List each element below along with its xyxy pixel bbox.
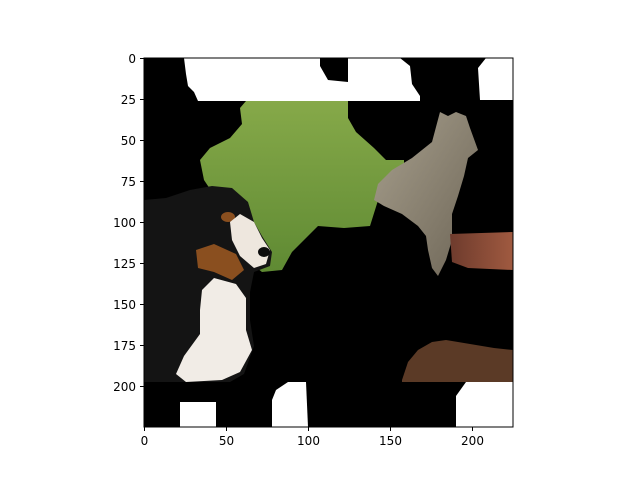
y-tick-label: 25 xyxy=(121,93,136,107)
y-tick-label: 175 xyxy=(113,339,136,353)
white-gap-bottom-1 xyxy=(180,402,216,427)
y-tick-label: 125 xyxy=(113,257,136,271)
x-tick-label: 100 xyxy=(297,434,320,448)
white-gap-bottom-2 xyxy=(272,382,308,427)
white-gap-top-right xyxy=(478,58,513,100)
x-tick-label: 150 xyxy=(379,434,402,448)
y-tick-label: 200 xyxy=(113,380,136,394)
dog-nose xyxy=(258,247,270,257)
dog-tan-eye xyxy=(221,212,235,222)
white-gap-bottom-3 xyxy=(456,382,513,427)
x-tick-label: 50 xyxy=(219,434,234,448)
y-tick-label: 50 xyxy=(121,134,136,148)
x-axis: 0 50 100 150 200 xyxy=(141,427,484,448)
y-tick-label: 150 xyxy=(113,298,136,312)
y-tick-label: 75 xyxy=(121,175,136,189)
x-tick-label: 200 xyxy=(461,434,484,448)
x-tick-label: 0 xyxy=(141,434,149,448)
axes-frame xyxy=(143,57,514,428)
dog-white-chest xyxy=(176,278,252,382)
y-tick-label: 100 xyxy=(113,216,136,230)
image-area xyxy=(144,58,513,427)
dog-tan-marking xyxy=(196,244,244,280)
brown-panel-bottom xyxy=(402,340,513,382)
y-axis: 0 25 50 75 100 125 150 175 200 xyxy=(113,52,144,394)
rust-panel xyxy=(450,232,513,270)
y-tick-label: 0 xyxy=(128,52,136,66)
white-gap-top-left xyxy=(184,58,420,101)
